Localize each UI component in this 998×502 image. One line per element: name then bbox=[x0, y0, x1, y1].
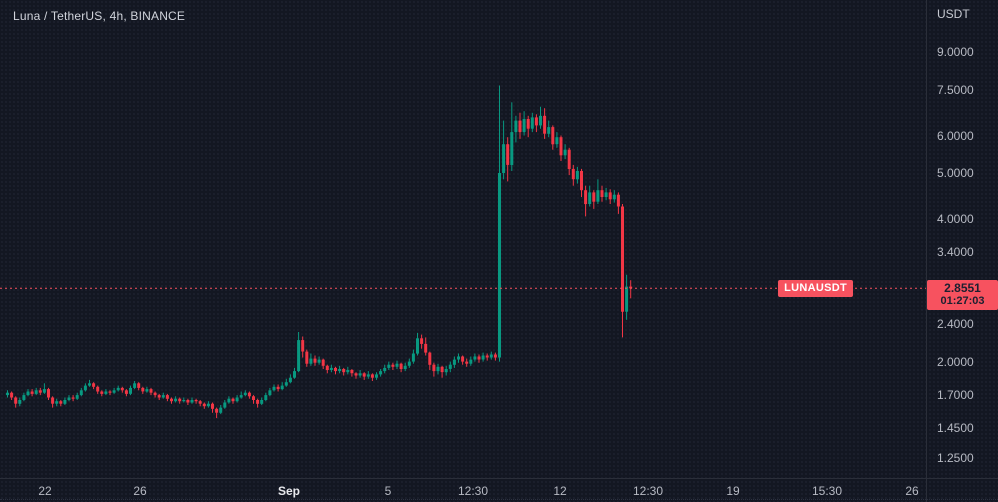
time-axis[interactable]: 22 26 Sep 5 12:30 12 12:30 19 15:30 26 bbox=[0, 479, 998, 502]
time-tick-label: 26 bbox=[133, 483, 147, 498]
price-axis[interactable]: USDT 2.8551 01:27:03 9.0000 7.5000 6.0000 5… bbox=[927, 0, 998, 478]
price-tick-label: 7.5000 bbox=[937, 82, 974, 97]
time-tick-label: 12 bbox=[553, 483, 567, 498]
time-tick-label: 26 bbox=[905, 483, 919, 498]
symbol-legend[interactable]: Luna / TetherUS, 4h, BINANCE bbox=[13, 9, 186, 23]
price-tick-label: 2.4000 bbox=[937, 317, 974, 332]
quote-currency-label: USDT bbox=[937, 7, 970, 21]
current-price-value: 2.8551 bbox=[944, 281, 981, 296]
current-price-badge: 2.8551 01:27:03 bbox=[927, 280, 998, 311]
time-axis-separator bbox=[0, 478, 998, 479]
time-tick-label: 12:30 bbox=[457, 483, 489, 498]
price-axis-separator bbox=[926, 0, 927, 502]
price-tick-label: 1.7000 bbox=[937, 388, 974, 403]
bottom-dotted-edge bbox=[0, 499, 998, 500]
price-tick-label: 1.2500 bbox=[937, 451, 974, 466]
price-tick-label: 9.0000 bbox=[937, 45, 974, 59]
time-tick-label: 12:30 bbox=[632, 483, 664, 498]
candlestick-series bbox=[0, 85, 926, 419]
time-tick-label: 15:30 bbox=[811, 483, 843, 498]
chart-plot-area[interactable]: Luna / TetherUS, 4h, BINANCE LUNAUSDT bbox=[0, 0, 926, 478]
price-tick-label: 6.0000 bbox=[937, 128, 974, 143]
price-tick-label: 2.0000 bbox=[937, 354, 974, 369]
price-tick-label: 3.4000 bbox=[937, 245, 974, 260]
symbol-price-tag: LUNAUSDT bbox=[778, 279, 853, 297]
time-tick-label: Sep bbox=[277, 483, 301, 498]
price-tick-label: 4.0000 bbox=[937, 211, 974, 226]
time-tick-label: 19 bbox=[726, 483, 740, 498]
price-tick-label: 1.4500 bbox=[937, 420, 974, 435]
price-tick-label: 5.0000 bbox=[937, 166, 974, 180]
time-tick-label: 22 bbox=[38, 483, 52, 498]
bar-close-countdown: 01:27:03 bbox=[940, 295, 985, 308]
time-tick-label: 5 bbox=[384, 483, 392, 498]
